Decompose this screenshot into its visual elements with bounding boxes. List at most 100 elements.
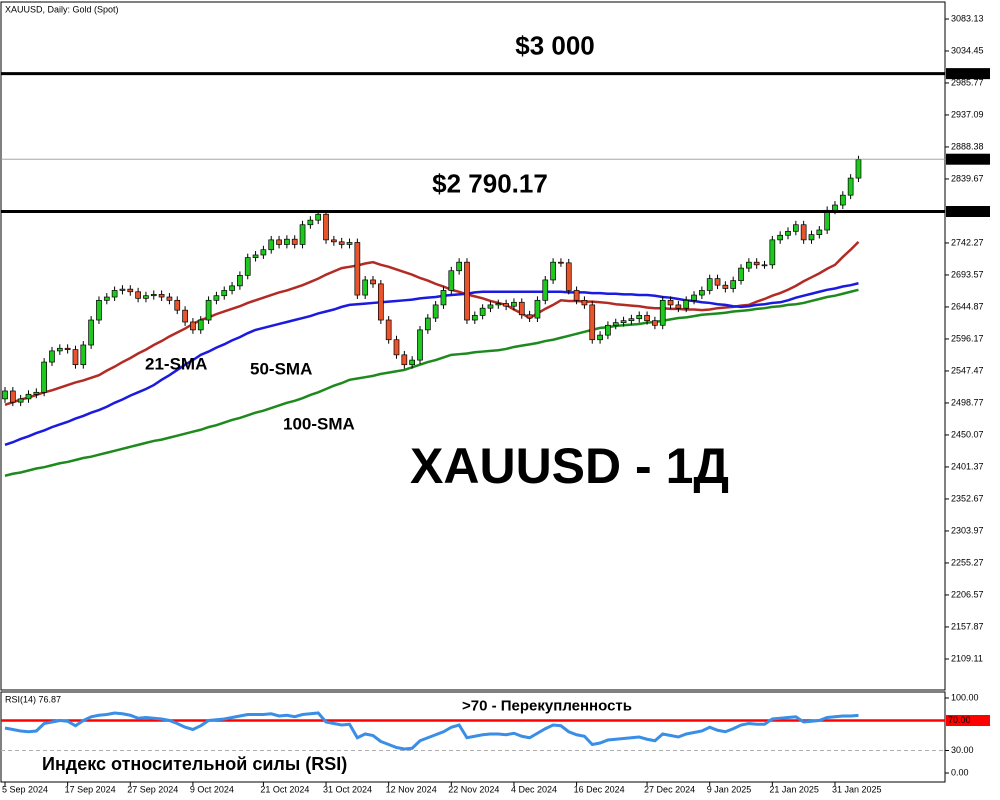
- candle-body: [221, 290, 228, 297]
- panel: [0, 1, 946, 691]
- candle-body: [785, 230, 791, 236]
- price-tag-label: 2869.75: [948, 154, 981, 164]
- candle-body: [652, 320, 658, 326]
- candle-body: [111, 290, 118, 298]
- y-tick-label: 2206.57: [951, 589, 984, 599]
- candle-body: [56, 347, 63, 352]
- y-tick-label: 2498.77: [951, 397, 984, 407]
- y-tick-label: 2839.67: [951, 173, 984, 183]
- y-tick-label: 2742.27: [951, 237, 984, 247]
- candle-body: [205, 299, 212, 321]
- candle-body: [401, 354, 408, 366]
- candle-body: [244, 257, 251, 276]
- x-tick-label: 27 Sep 2024: [127, 784, 178, 794]
- candle-body: [479, 307, 486, 316]
- candle-body: [80, 344, 87, 366]
- candle-body: [745, 261, 752, 269]
- y-tick-label: 2255.27: [951, 557, 984, 567]
- candle-body: [338, 241, 345, 245]
- candle-body: [800, 224, 807, 241]
- y-tick-label: 2693.57: [951, 269, 984, 279]
- candle-body: [636, 315, 643, 320]
- candle-body: [432, 304, 439, 319]
- x-tick-label: 4 Dec 2024: [511, 784, 557, 794]
- candle-body: [307, 219, 314, 226]
- candle-body: [503, 303, 509, 307]
- y-tick-label: 2303.97: [951, 525, 984, 535]
- price-tag-label: 70.00: [948, 715, 971, 725]
- level-annotation: $3 000: [515, 30, 595, 60]
- candle-body: [25, 393, 32, 400]
- candle-body: [808, 234, 815, 241]
- candle-body: [440, 290, 447, 306]
- y-tick-label: 2985.77: [951, 77, 984, 87]
- price-tag: [946, 153, 990, 165]
- price-tag: [946, 205, 990, 217]
- y-tick-label: 100.00: [951, 692, 979, 702]
- candle-body: [103, 296, 110, 301]
- candle-body: [792, 224, 799, 232]
- candle-body: [683, 299, 690, 309]
- candle-body: [511, 301, 517, 307]
- x-tick-label: 21 Oct 2024: [260, 784, 309, 794]
- candle-body: [9, 390, 16, 403]
- candle-body: [385, 319, 392, 341]
- price-tag: [946, 715, 990, 726]
- candle-body: [127, 288, 134, 293]
- y-tick-label: 3034.45: [951, 45, 984, 55]
- x-tick-label: 22 Nov 2024: [448, 784, 499, 794]
- candle-body: [832, 204, 838, 211]
- candle-body: [464, 261, 470, 321]
- x-tick-label: 21 Jan 2025: [769, 784, 819, 794]
- sma-line: [4, 282, 859, 447]
- candle-body: [424, 317, 431, 331]
- y-tick-label: 2644.87: [951, 301, 984, 311]
- y-tick-label: 0.00: [951, 767, 969, 777]
- sma-label: 100-SMA: [283, 414, 355, 433]
- candle-body: [260, 249, 267, 256]
- level-annotation: $2 790.17: [432, 168, 548, 198]
- x-tick-label: 12 Nov 2024: [386, 784, 437, 794]
- candle-body: [377, 283, 384, 321]
- x-tick-label: 17 Sep 2024: [65, 784, 116, 794]
- candle-body: [182, 309, 188, 323]
- candle-body: [816, 229, 823, 235]
- price-tag: [946, 68, 990, 80]
- candle-body: [628, 318, 635, 322]
- candle-body: [761, 264, 768, 267]
- candle-body: [346, 242, 353, 245]
- candle-body: [448, 270, 455, 291]
- candle-body: [691, 294, 697, 301]
- candle-body: [714, 278, 721, 286]
- candle-body: [252, 254, 259, 258]
- y-tick-label: 2547.47: [951, 365, 984, 375]
- candle-body: [777, 234, 784, 241]
- candle-body: [699, 290, 705, 296]
- candle-body: [526, 314, 533, 319]
- candle-body: [558, 261, 564, 264]
- sma-label: 50-SMA: [250, 359, 312, 378]
- x-tick-label: 9 Jan 2025: [707, 784, 752, 794]
- candle-body: [605, 324, 611, 336]
- candle-body: [276, 239, 282, 245]
- candle-body: [738, 267, 744, 281]
- candle-body: [573, 290, 580, 301]
- panel-title: RSI(14) 76.87: [5, 694, 61, 704]
- candle-body: [33, 391, 40, 395]
- candle-body: [597, 334, 603, 341]
- level-annotation: >70 - Перекупленность: [462, 697, 632, 714]
- candle-body: [354, 242, 361, 296]
- candle-body: [612, 322, 619, 326]
- candle-body: [409, 359, 416, 366]
- candle-body: [331, 239, 337, 243]
- sma-line: [4, 288, 859, 477]
- candle-body: [855, 159, 862, 179]
- y-tick-label: 2450.07: [951, 429, 984, 439]
- legend-label: Индекс относительной силы (RSI): [42, 754, 347, 774]
- candle-body: [150, 294, 157, 297]
- x-tick-label: 5 Sep 2024: [2, 784, 48, 794]
- candle-body: [2, 390, 8, 400]
